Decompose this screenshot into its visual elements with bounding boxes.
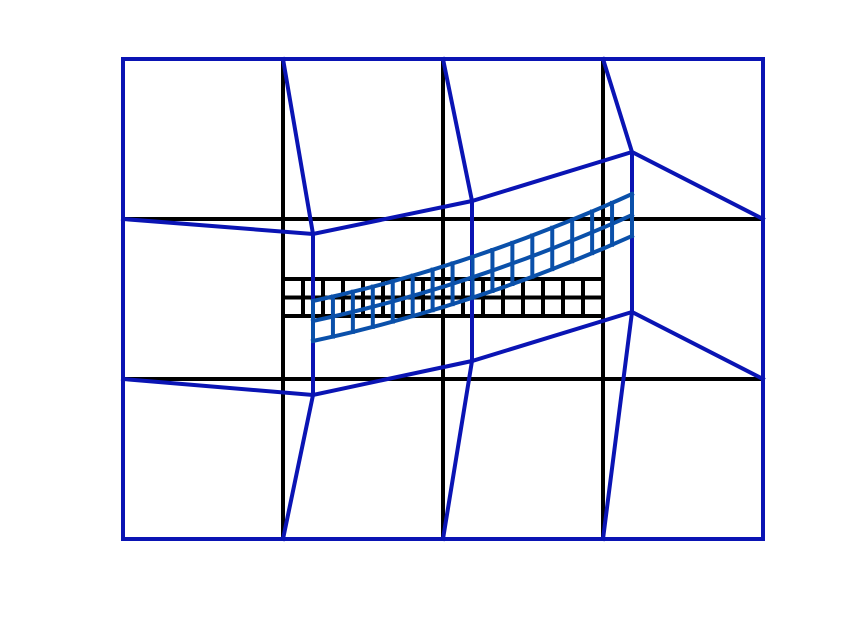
deformed-refined-band — [310, 191, 635, 344]
